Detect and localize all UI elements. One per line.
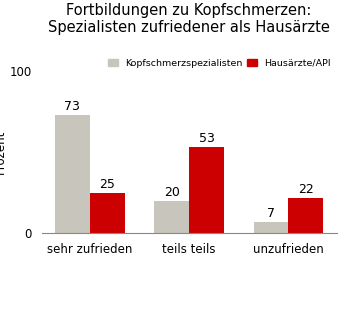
Bar: [55, 115, 90, 233]
Text: 53: 53: [198, 133, 214, 145]
Bar: [254, 222, 288, 233]
Bar: [90, 193, 125, 233]
Text: 22: 22: [298, 183, 314, 196]
Text: 73: 73: [65, 100, 81, 113]
Y-axis label: Prozent: Prozent: [0, 130, 7, 174]
Text: 25: 25: [99, 178, 115, 191]
Text: 20: 20: [164, 186, 180, 199]
Text: 7: 7: [267, 207, 275, 220]
Bar: [288, 198, 323, 233]
Title: Fortbildungen zu Kopfschmerzen:
Spezialisten zufriedener als Hausärzte: Fortbildungen zu Kopfschmerzen: Speziali…: [48, 3, 330, 35]
Bar: [189, 147, 224, 233]
Bar: [154, 201, 189, 233]
Legend: Kopfschmerzspezialisten, Hausärzte/API: Kopfschmerzspezialisten, Hausärzte/API: [104, 55, 335, 72]
